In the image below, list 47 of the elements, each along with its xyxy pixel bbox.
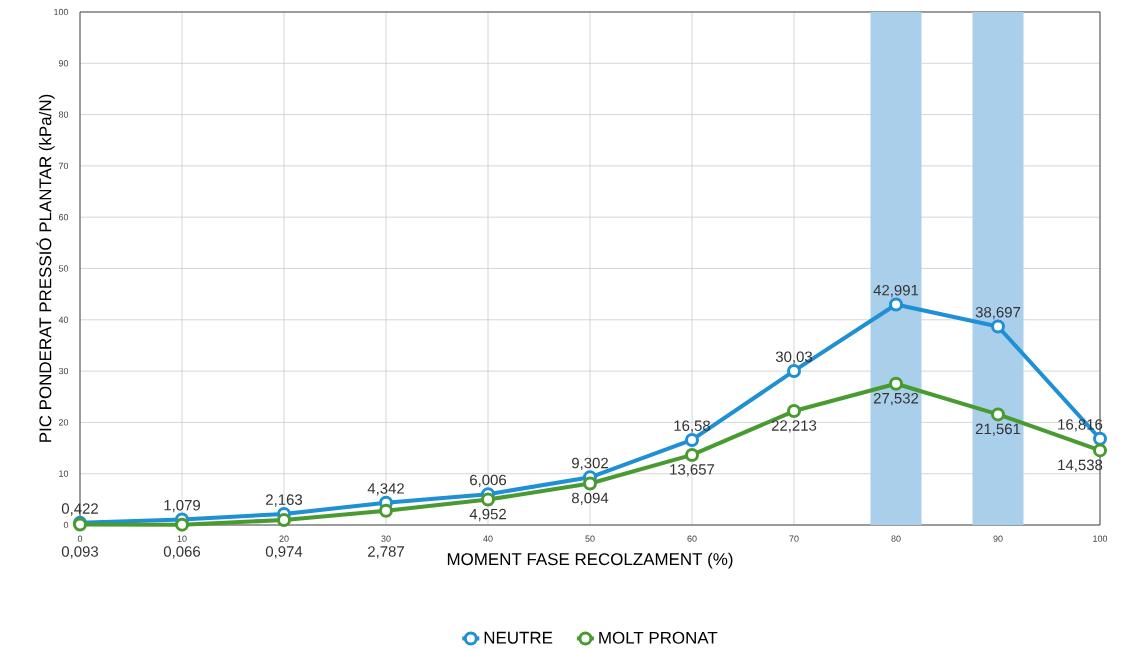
data-label: 8,094 [571,492,609,506]
y-tick-label: 40 [58,316,69,323]
x-tick-label: 20 [279,535,289,542]
data-label: 21,561 [975,423,1021,436]
data-label: 38,697 [975,306,1021,320]
legend-label: NEUTRE [484,631,553,644]
data-label: 27,532 [873,392,919,406]
data-label: 0,422 [61,503,98,516]
y-tick-label: 100 [54,8,69,16]
x-tick-label: 80 [891,535,901,542]
x-tick-label: 30 [381,535,391,542]
data-label: 42,991 [873,284,919,298]
x-axis-title: MOMENT FASE RECOLZAMENT (%) [447,552,733,569]
y-tick-label: 30 [58,367,69,375]
data-label: 0,974 [265,546,303,559]
data-label: 0,066 [163,546,201,559]
data-label: 4,342 [367,483,404,496]
y-axis-title: PIC PONDERAT PRESSIÓ PLANTAR (kPa/N) [36,94,55,442]
y-tick-label: 60 [58,214,69,221]
y-tick-label: 90 [58,60,69,67]
x-tick-label: 10 [177,535,187,542]
x-tick-label: 50 [585,535,595,542]
y-tick-label: 80 [58,111,69,118]
legend-label: MOLT PRONAT [599,631,718,644]
y-tick-label: 20 [58,419,69,426]
data-label: 6,006 [470,474,507,487]
data-label: 16,58 [674,420,711,433]
data-label: 0,093 [61,546,99,559]
y-tick-label: 10 [59,470,69,477]
data-label: 2,163 [266,494,303,507]
x-tick-label: 40 [483,535,493,542]
data-label: 22,213 [771,420,817,433]
data-label: 2,787 [368,546,404,559]
data-label: 13,657 [670,464,715,477]
y-tick-label: 0 [63,521,69,529]
data-label: 30,03 [775,351,813,364]
data-label: 1,079 [164,499,200,513]
x-tick-label: 90 [993,535,1003,542]
x-tick-label: 60 [687,535,697,542]
data-label: 14,538 [1058,459,1103,472]
x-tick-label: 70 [789,535,799,542]
x-tick-label: 0 [77,535,83,542]
x-tick-label: 100 [1093,535,1108,542]
y-tick-label: 50 [58,265,69,272]
y-tick-label: 70 [58,162,69,170]
data-label: 4,952 [469,508,506,522]
data-label: 9,302 [572,457,608,471]
